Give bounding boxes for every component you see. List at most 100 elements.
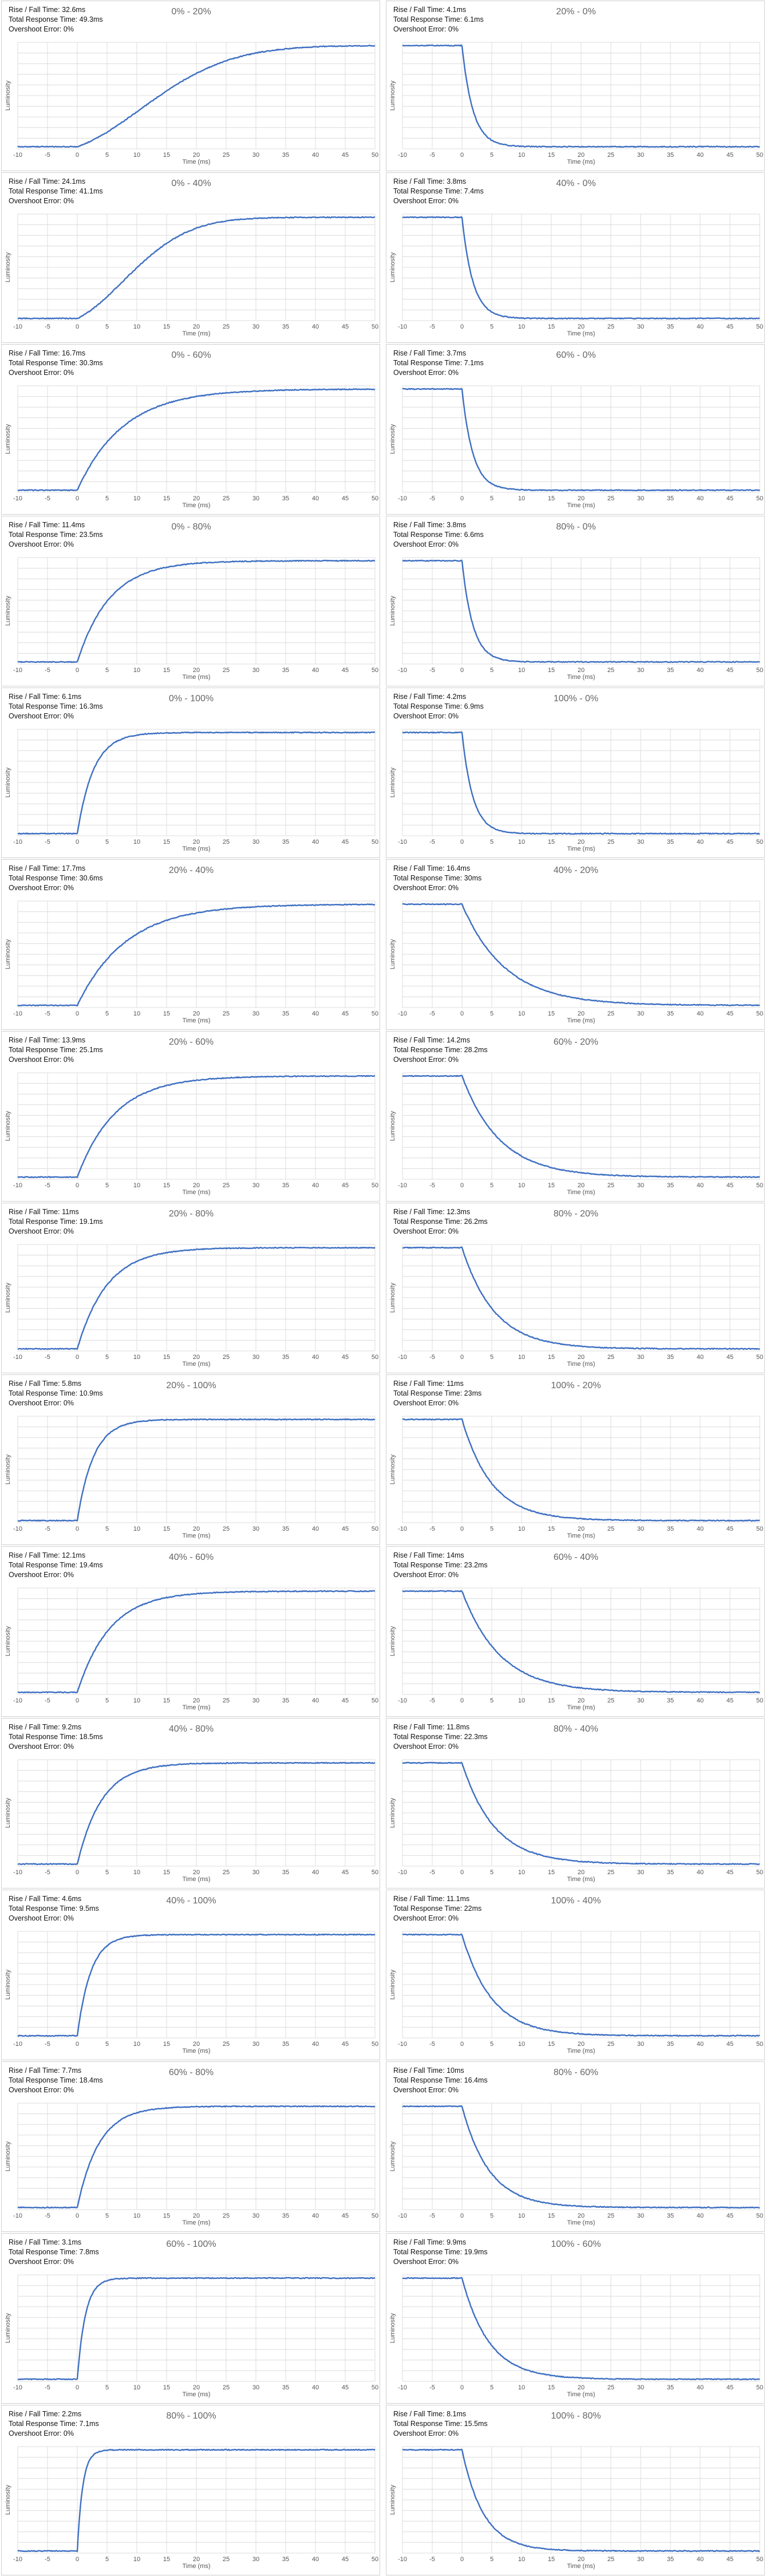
x-tick-label: 30 — [252, 2556, 259, 2563]
y-axis-label: Luminosity — [389, 252, 396, 282]
x-tick-label: -5 — [45, 2384, 50, 2391]
x-tick-label: 25 — [607, 152, 614, 159]
x-tick-label: 5 — [490, 2041, 493, 2048]
x-tick-label: 25 — [223, 667, 230, 674]
x-tick-label: 40 — [312, 1354, 319, 1361]
x-tick-label: 20 — [578, 2212, 585, 2219]
x-tick-label: 20 — [193, 2556, 200, 2563]
x-tick-label: 0 — [76, 2384, 79, 2391]
overshoot-error: Overshoot Error: 0% — [9, 197, 74, 205]
rise-fall-time: Rise / Fall Time: 11.4ms — [9, 521, 85, 529]
x-tick-label: 20 — [578, 152, 585, 159]
x-tick-label: 35 — [667, 1869, 674, 1876]
total-response-time: Total Response Time: 16.3ms — [9, 702, 103, 710]
x-tick-label: 50 — [372, 1354, 378, 1361]
luminosity-series-line — [17, 388, 376, 492]
luminosity-series-line — [402, 731, 760, 835]
x-tick-label: 40 — [312, 2212, 319, 2219]
x-tick-label: 30 — [637, 839, 644, 846]
x-tick-label: 15 — [548, 1010, 555, 1017]
y-axis-label: Luminosity — [389, 595, 396, 626]
x-tick-label: 20 — [578, 1869, 585, 1876]
y-axis-label: Luminosity — [5, 1797, 11, 1828]
response-stats: Rise / Fall Time: 14.2ms Total Response T… — [393, 1036, 488, 1065]
x-tick-label: -5 — [45, 839, 50, 846]
line-chart: -10 -5 0 5 10 15 20 25 30 35 40 45 50 Time (ms) Lumino… — [5, 1759, 378, 1883]
x-tick-label: 20 — [193, 1182, 200, 1189]
x-tick-label: 30 — [252, 1869, 259, 1876]
x-tick-label: 10 — [518, 667, 525, 674]
x-tick-label: 35 — [282, 2384, 289, 2391]
line-chart: -10 -5 0 5 10 15 20 25 30 35 40 45 50 Time (ms) Lumino… — [389, 2446, 763, 2570]
chart-panel: Rise / Fall Time: 14.2ms Total Response T… — [386, 1031, 765, 1202]
x-tick-label: 0 — [76, 667, 79, 674]
x-tick-label: 0 — [460, 1526, 464, 1532]
x-tick-label: 35 — [667, 2041, 674, 2048]
x-tick-label: -10 — [398, 1182, 407, 1189]
x-tick-label: 50 — [372, 495, 378, 502]
x-tick-label: -5 — [429, 1697, 435, 1704]
total-response-time: Total Response Time: 18.4ms — [9, 2076, 103, 2084]
overshoot-error: Overshoot Error: 0% — [9, 2258, 74, 2266]
response-stats: Rise / Fall Time: 13.9ms Total Response T… — [9, 1036, 103, 1065]
x-tick-label: 20 — [193, 1010, 200, 1017]
x-tick-label: 35 — [282, 1354, 289, 1361]
x-tick-label: 0 — [76, 1010, 79, 1017]
response-stats: Rise / Fall Time: 12.1ms Total Response T… — [9, 1551, 103, 1580]
x-tick-label: 45 — [726, 1869, 733, 1876]
chart-panel: Rise / Fall Time: 11ms Total Response Tim… — [1, 1203, 380, 1373]
response-stats: Rise / Fall Time: 11ms Total Response Tim… — [9, 1207, 103, 1236]
x-tick-label: 20 — [193, 667, 200, 674]
response-stats: Rise / Fall Time: 11.8ms Total Response T… — [393, 1722, 488, 1752]
x-tick-label: -5 — [45, 1869, 50, 1876]
x-tick-label: 10 — [518, 2041, 525, 2048]
chart-panel: Rise / Fall Time: 17.7ms Total Response T… — [1, 859, 380, 1030]
chart-title: 0% - 20% — [171, 7, 211, 17]
x-tick-label: -10 — [13, 1869, 22, 1876]
rise-fall-time: Rise / Fall Time: 11.1ms — [393, 1895, 470, 1903]
total-response-time: Total Response Time: 23.2ms — [393, 1561, 488, 1569]
y-axis-label: Luminosity — [5, 939, 11, 969]
total-response-time: Total Response Time: 26.2ms — [393, 1218, 488, 1226]
x-tick-label: 45 — [342, 1697, 349, 1704]
response-stats: Rise / Fall Time: 9.9ms Total Response Ti… — [393, 2238, 488, 2267]
x-tick-label: 35 — [282, 152, 289, 159]
line-chart: -10 -5 0 5 10 15 20 25 30 35 40 45 50 Time (ms) Lumino… — [389, 42, 763, 165]
response-stats: Rise / Fall Time: 3.1ms Total Response Ti… — [9, 2238, 99, 2267]
x-axis-label: Time (ms) — [182, 1876, 210, 1883]
x-tick-label: -10 — [13, 1697, 22, 1704]
x-tick-label: 10 — [133, 1697, 140, 1704]
x-tick-label: 5 — [490, 1010, 493, 1017]
x-tick-label: 10 — [133, 1869, 140, 1876]
total-response-time: Total Response Time: 16.4ms — [393, 2076, 488, 2084]
x-tick-label: -5 — [429, 1869, 435, 1876]
response-stats: Rise / Fall Time: 24.1ms Total Response T… — [9, 177, 103, 206]
x-tick-label: 15 — [548, 323, 555, 330]
x-tick-label: 50 — [756, 2384, 763, 2391]
y-axis-label: Luminosity — [5, 1111, 11, 1141]
line-chart: -10 -5 0 5 10 15 20 25 30 35 40 45 50 Time (ms) Lumino… — [5, 1244, 378, 1368]
response-stats: Rise / Fall Time: 32.6ms Total Response T… — [9, 5, 103, 34]
x-tick-label: 10 — [133, 667, 140, 674]
x-tick-label: -5 — [429, 323, 435, 330]
luminosity-series-line — [17, 1933, 376, 2037]
x-tick-label: 40 — [697, 1526, 704, 1532]
chart-title: 60% - 40% — [553, 1552, 599, 1562]
x-axis-label: Time (ms) — [182, 330, 210, 337]
x-tick-label: -10 — [398, 839, 407, 846]
response-stats: Rise / Fall Time: 10ms Total Response Tim… — [393, 2066, 488, 2095]
x-tick-label: 50 — [756, 1526, 763, 1532]
x-axis-label: Time (ms) — [567, 1361, 595, 1368]
x-tick-label: 0 — [460, 667, 464, 674]
line-chart: -10 -5 0 5 10 15 20 25 30 35 40 45 50 Time (ms) Lumino… — [5, 557, 378, 681]
x-tick-label: -10 — [398, 2556, 407, 2563]
luminosity-series-line — [17, 1074, 375, 1179]
x-tick-label: 25 — [607, 1869, 614, 1876]
x-tick-label: 15 — [548, 2041, 555, 2048]
x-tick-label: 45 — [342, 839, 349, 846]
y-axis-label: Luminosity — [389, 1454, 396, 1484]
total-response-time: Total Response Time: 25.1ms — [9, 1046, 103, 1054]
x-tick-label: 50 — [372, 1010, 378, 1017]
luminosity-series-line — [402, 2277, 760, 2381]
response-stats: Rise / Fall Time: 4.2ms Total Response Ti… — [393, 692, 484, 721]
